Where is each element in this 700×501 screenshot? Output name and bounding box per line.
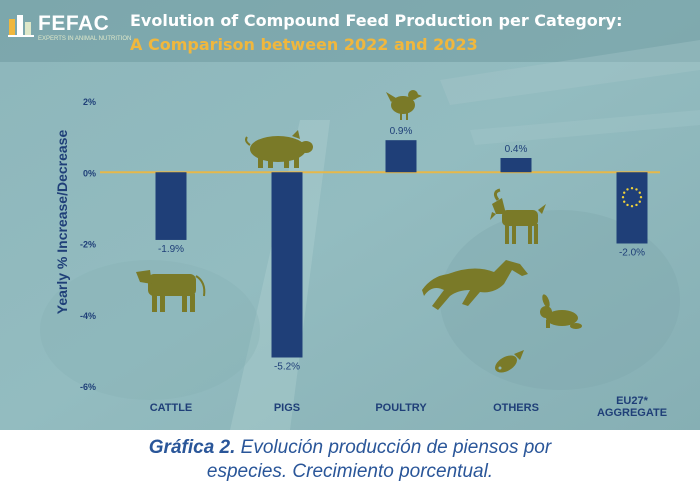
fish-icon <box>495 350 524 373</box>
caption-text-1: Evolución producción de piensos por <box>240 437 552 458</box>
goat-icon <box>490 188 546 244</box>
barn-background <box>0 0 700 430</box>
chart-subtitle: A Comparison between 2022 and 2023 <box>130 35 478 54</box>
y-tick-label: 0% <box>83 168 96 178</box>
cow-icon <box>136 270 206 312</box>
caption-line-2: especies. Crecimiento porcentual. <box>206 461 494 482</box>
y-tick-label: -6% <box>80 382 96 392</box>
category-label: POULTRY <box>375 402 427 414</box>
chart-title: Evolution of Compound Feed Production pe… <box>130 11 623 30</box>
header: FEFAC EXPERTS IN ANIMAL NUTRITION Evolut… <box>0 0 700 60</box>
data-label: -1.9% <box>158 244 184 255</box>
bar-pigs <box>271 172 303 358</box>
chart-figure: FEFAC EXPERTS IN ANIMAL NUTRITION Evolut… <box>0 0 700 430</box>
pig-icon <box>245 130 313 168</box>
bar-poultry <box>385 140 417 173</box>
data-label: -5.2% <box>274 362 300 373</box>
logo-tagline: EXPERTS IN ANIMAL NUTRITION <box>38 36 132 42</box>
chicken-icon <box>386 90 422 120</box>
rabbit-icon <box>540 294 582 329</box>
bar-chart: 2% 0% -2% -4% -6% -1.9% -5.2% 0.9% 0.4% -2.0% CA… <box>80 90 667 419</box>
category-label: PIGS <box>274 402 300 414</box>
data-label: 0.9% <box>390 126 413 137</box>
figure-caption: Gráfica 2. Evolución producción de piens… <box>0 436 700 484</box>
category-label: OTHERS <box>493 402 539 414</box>
bar-others <box>500 158 532 173</box>
bar-eu27-aggregate <box>616 172 648 244</box>
category-label: CATTLE <box>150 402 193 414</box>
y-tick-label: 2% <box>83 97 96 107</box>
caption-prefix: Gráfica 2. <box>148 437 236 458</box>
category-label: EU27* AGGREGATE <box>597 395 667 419</box>
data-label: 0.4% <box>505 144 528 155</box>
horse-icon <box>422 260 528 310</box>
fefac-logo-icon <box>8 15 34 37</box>
logo-wordmark: FEFAC <box>38 12 110 35</box>
caption-line-1: Gráfica 2. Evolución producción de piens… <box>0 436 700 460</box>
y-tick-label: -4% <box>80 311 96 321</box>
eu-flag-icon <box>621 186 643 208</box>
fefac-logo: FEFAC EXPERTS IN ANIMAL NUTRITION <box>8 10 131 46</box>
data-label: -2.0% <box>619 248 645 259</box>
y-tick-label: -2% <box>80 240 96 250</box>
bar-cattle <box>155 172 187 240</box>
